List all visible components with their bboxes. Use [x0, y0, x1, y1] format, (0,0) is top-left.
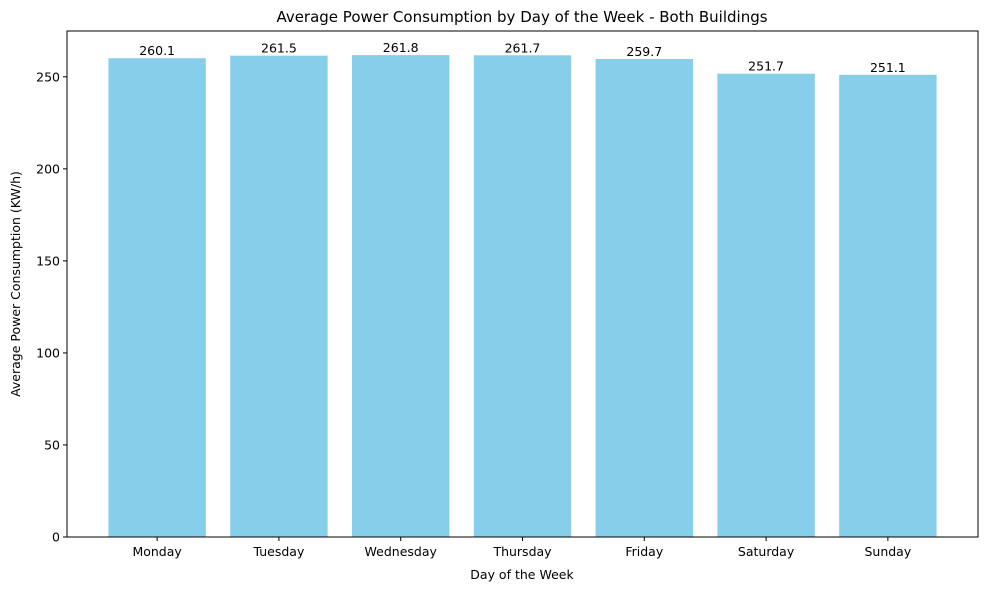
bar-thursday: [473, 55, 572, 537]
bar-monday: [108, 58, 206, 537]
x-ticks-group: Monday Tuesday Wednesday Thursday Friday Satu…: [132, 537, 912, 559]
y-tick-label-200: 200: [36, 161, 60, 176]
y-tick-label-0: 0: [52, 530, 60, 545]
value-label-friday: 259.7: [626, 44, 662, 59]
y-tick-label-150: 150: [36, 253, 60, 268]
y-tick-label-100: 100: [36, 345, 60, 360]
x-tick-label-friday: Friday: [625, 544, 663, 559]
x-tick-label-tuesday: Tuesday: [252, 544, 304, 559]
chart-title: Average Power Consumption by Day of the …: [276, 8, 767, 26]
bar-wednesday: [351, 55, 450, 538]
y-tick-label-250: 250: [36, 69, 60, 84]
bar-tuesday: [230, 55, 328, 537]
value-label-wednesday: 261.8: [383, 40, 419, 55]
bar-saturday: [717, 73, 815, 538]
plot-frame: [66, 30, 979, 538]
x-tick-label-sunday: Sunday: [864, 544, 911, 559]
x-tick-label-thursday: Thursday: [492, 544, 552, 559]
x-axis-label: Day of the Week: [470, 567, 574, 582]
bar-friday: [595, 58, 694, 537]
y-ticks-group: 0 50 100 150 200 250: [36, 69, 67, 545]
y-tick-label-50: 50: [44, 437, 60, 452]
value-label-tuesday: 261.5: [261, 41, 297, 56]
value-labels-group: 260.1 261.5 261.8 261.7 259.7 251.7 251.1: [139, 40, 906, 75]
value-label-saturday: 251.7: [748, 59, 784, 74]
bar-sunday: [839, 74, 937, 538]
bars-group: [108, 55, 937, 538]
x-tick-label-monday: Monday: [132, 544, 182, 559]
value-label-thursday: 261.7: [505, 40, 541, 55]
value-label-monday: 260.1: [139, 43, 175, 58]
y-axis-label: Average Power Consumption (KW/h): [8, 171, 23, 397]
x-tick-label-wednesday: Wednesday: [365, 544, 438, 559]
value-label-sunday: 251.1: [870, 60, 906, 75]
x-tick-label-saturday: Saturday: [738, 544, 795, 559]
